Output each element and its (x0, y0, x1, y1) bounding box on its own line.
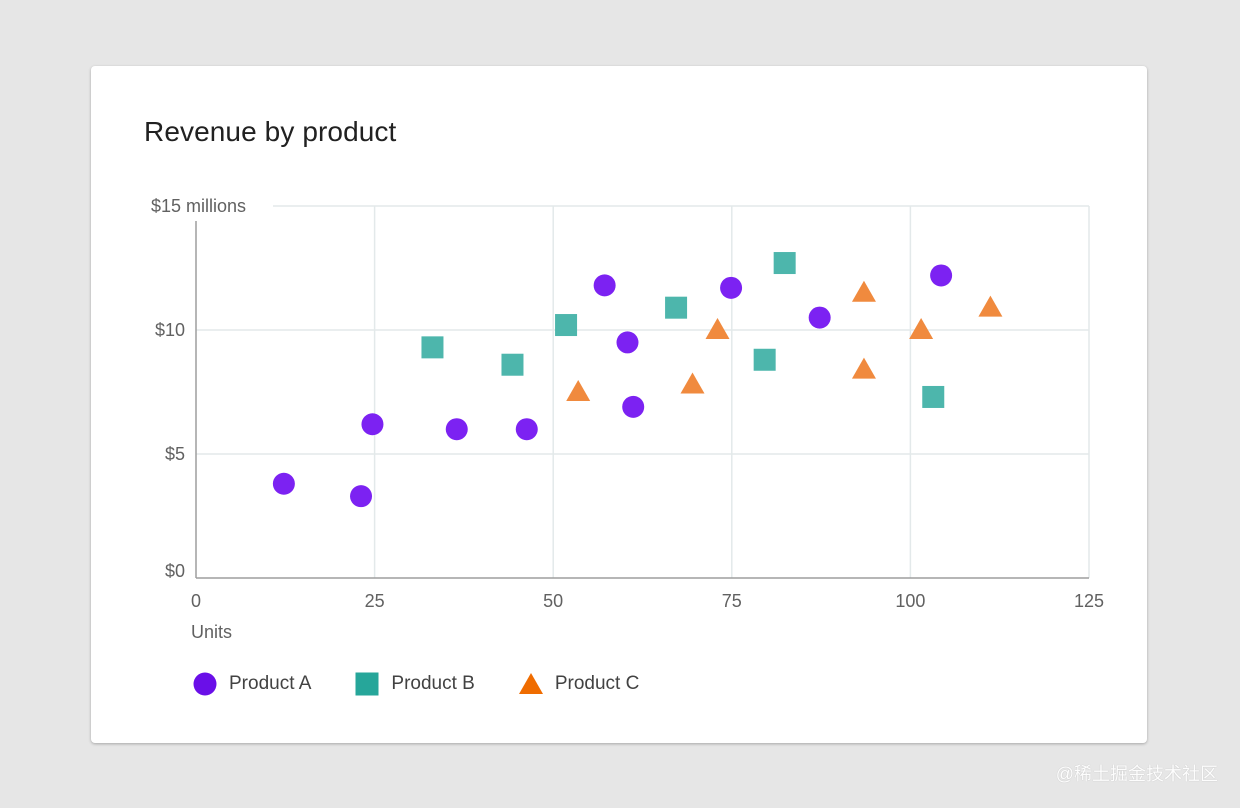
product-a-point (445, 418, 468, 441)
product-b-point (773, 252, 796, 275)
product-c-point (851, 357, 876, 379)
y-tick-label: $0 (165, 561, 185, 581)
legend-label: Product B (391, 673, 475, 694)
legend-label: Product C (554, 673, 640, 694)
legend-triangle-icon (518, 672, 543, 696)
x-tick-label: 0 (191, 591, 201, 611)
legend-circle-icon (193, 672, 217, 696)
product-c-point (851, 280, 876, 302)
legend-item-product-a: Product A (193, 672, 311, 696)
series-product-b (421, 252, 945, 408)
product-b-point (555, 314, 578, 337)
product-c-point (566, 380, 591, 401)
product-c-point (680, 372, 705, 394)
product-a-point (720, 276, 743, 299)
x-tick-label: 50 (543, 591, 563, 611)
legend-item-product-c: Product C (518, 672, 640, 696)
tick-labels: 0 25 50 75 100 125 $0 $5 $10 $15 millions (151, 196, 1104, 611)
product-a-point (593, 274, 616, 297)
x-tick-label: 25 (365, 591, 385, 611)
product-c-point (705, 318, 730, 339)
x-tick-label: 100 (895, 591, 925, 611)
product-a-point (622, 395, 645, 418)
product-b-point (421, 336, 444, 359)
product-b-point (665, 296, 688, 319)
product-b-point (501, 353, 524, 376)
product-a-point (808, 306, 831, 329)
legend-square-icon (355, 672, 379, 696)
y-tick-label: $5 (165, 444, 185, 464)
y-tick-label: $15 millions (151, 196, 246, 216)
scatter-plot: 0 25 50 75 100 125 $0 $5 $10 $15 millions Units (151, 196, 1104, 642)
gridlines (196, 205, 1090, 578)
product-a-point (515, 418, 538, 441)
product-a-point (616, 331, 639, 354)
axes (195, 221, 1089, 579)
product-b-point (753, 348, 776, 371)
chart-card: Revenue by product 0 25 50 75 100 125 $0 $5 $10 $… (91, 66, 1147, 743)
y-tick-label: $10 (155, 320, 185, 340)
x-tick-label: 75 (722, 591, 742, 611)
legend: Product A Product B Product C (193, 672, 683, 696)
chart-title: Revenue by product (144, 116, 397, 147)
product-a-point (272, 472, 295, 495)
legend-label: Product A (229, 673, 312, 694)
product-c-point (978, 295, 1003, 317)
legend-item-product-b: Product B (355, 672, 475, 696)
x-tick-label: 125 (1074, 591, 1104, 611)
series-product-a (272, 264, 953, 508)
product-c-point (909, 318, 934, 339)
product-a-point (361, 413, 384, 436)
series-product-c (566, 280, 1003, 401)
product-a-point (930, 264, 953, 287)
watermark-text: @稀土掘金技术社区 (1055, 764, 1218, 784)
product-b-point (922, 385, 945, 408)
product-a-point (350, 485, 373, 508)
x-axis-title: Units (191, 622, 232, 642)
data-points (272, 252, 1003, 508)
